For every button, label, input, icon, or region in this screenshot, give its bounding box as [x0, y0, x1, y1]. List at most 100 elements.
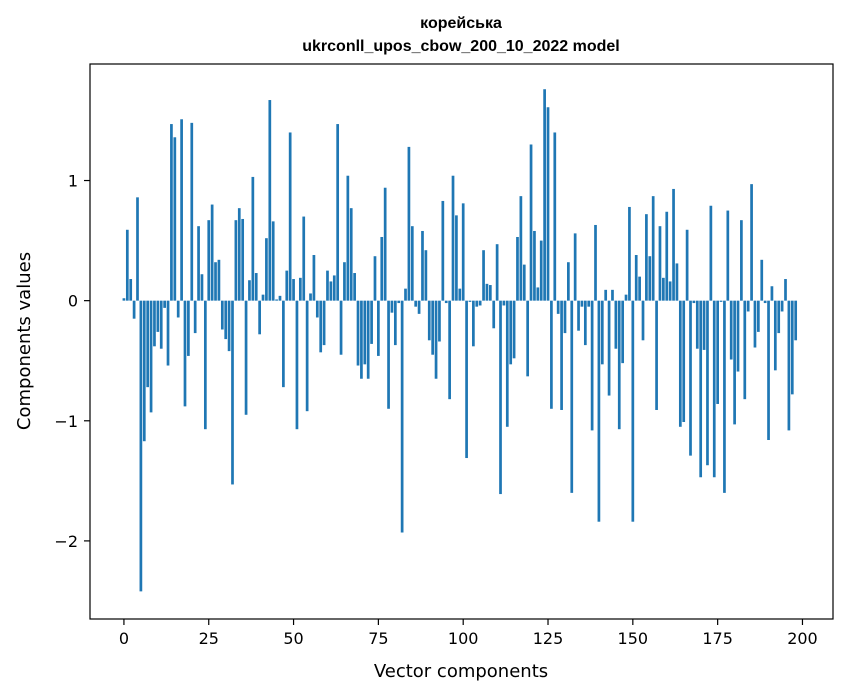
bar-4	[136, 197, 139, 301]
bar-155	[648, 256, 652, 301]
bar-109	[492, 300, 496, 329]
bar-64	[339, 300, 343, 355]
bar-160	[665, 211, 669, 301]
chart-title-line1: корейська	[420, 15, 502, 32]
bar-1	[125, 229, 129, 301]
bar-177	[723, 300, 726, 493]
bar-9	[153, 300, 156, 347]
bar-26	[210, 204, 214, 301]
bar-46	[278, 295, 282, 301]
bar-47	[282, 300, 285, 388]
bar-44	[271, 221, 275, 301]
bar-122	[536, 287, 540, 301]
bar-73	[370, 300, 373, 344]
bar-96	[448, 300, 451, 400]
bar-60	[326, 270, 329, 301]
bar-101	[465, 300, 468, 459]
bar-48	[285, 270, 289, 301]
bar-41	[261, 294, 265, 301]
bar-17	[180, 119, 183, 301]
bar-69	[356, 300, 360, 366]
bar-149	[628, 206, 631, 301]
bar-132	[570, 300, 574, 493]
bar-50	[292, 279, 295, 301]
bar-104	[475, 300, 479, 307]
bar-130	[563, 300, 567, 334]
bar-78	[387, 300, 390, 409]
bar-79	[390, 300, 394, 313]
bar-167	[689, 300, 692, 456]
bar-62	[332, 275, 336, 301]
bar-164	[678, 300, 682, 427]
bar-61	[329, 281, 333, 301]
y-tick-label: −1	[54, 412, 78, 431]
bar-139	[594, 224, 597, 301]
bar-20	[190, 122, 194, 301]
bar-3	[132, 300, 136, 319]
bar-72	[366, 300, 370, 379]
bar-87	[417, 300, 421, 314]
bar-128	[556, 300, 560, 314]
bar-137	[587, 300, 591, 307]
bar-93	[438, 300, 441, 342]
bar-107	[485, 283, 489, 301]
bar-152	[638, 276, 641, 301]
bar-131	[567, 262, 570, 301]
bar-55	[309, 293, 312, 301]
bar-127	[553, 132, 557, 301]
bar-86	[414, 300, 418, 307]
bar-197	[790, 300, 794, 395]
bar-88	[421, 230, 424, 301]
bar-51	[295, 300, 299, 430]
bar-58	[319, 300, 323, 353]
bar-159	[662, 277, 665, 301]
bar-10	[156, 300, 160, 332]
bar-125	[546, 107, 550, 301]
bar-135	[580, 300, 584, 307]
bar-85	[410, 226, 414, 301]
bar-90	[427, 300, 431, 341]
bar-25	[207, 220, 211, 301]
bar-11	[159, 300, 163, 349]
bar-153	[641, 300, 645, 341]
chart-title-line2: ukrconll_upos_cbow_200_10_2022 model	[302, 38, 619, 55]
bar-5	[139, 300, 143, 592]
bar-31	[227, 300, 231, 352]
bar-57	[315, 300, 319, 318]
bar-105	[478, 300, 482, 306]
bar-29	[220, 300, 224, 330]
x-axis-label: Vector components	[374, 661, 548, 682]
bar-77	[383, 187, 387, 301]
bar-76	[380, 236, 384, 301]
bar-103	[472, 300, 475, 347]
bar-56	[312, 255, 316, 301]
bar-151	[634, 255, 638, 301]
plot-frame	[89, 63, 834, 620]
bar-22	[197, 226, 200, 301]
bar-24	[203, 300, 207, 430]
bar-144	[611, 289, 614, 301]
bar-190	[767, 300, 770, 441]
bar-75	[377, 300, 380, 356]
bar-80	[393, 300, 397, 346]
bar-189	[763, 300, 767, 304]
bar-136	[583, 300, 587, 346]
bar-148	[624, 294, 628, 301]
bar-168	[692, 300, 696, 304]
bar-165	[682, 300, 686, 422]
bar-129	[560, 300, 563, 410]
bar-145	[614, 300, 618, 349]
bar-27	[214, 262, 217, 301]
bar-52	[298, 277, 302, 301]
x-tick-label: 75	[368, 629, 388, 648]
bar-181	[736, 300, 740, 372]
bar-0	[122, 298, 126, 301]
bar-196	[787, 300, 791, 431]
bar-18	[183, 300, 187, 407]
bar-117	[519, 196, 523, 301]
bar-188	[760, 259, 764, 301]
bar-158	[658, 226, 662, 301]
bar-95	[444, 300, 448, 304]
bar-186	[753, 300, 757, 348]
bar-172	[706, 300, 709, 466]
